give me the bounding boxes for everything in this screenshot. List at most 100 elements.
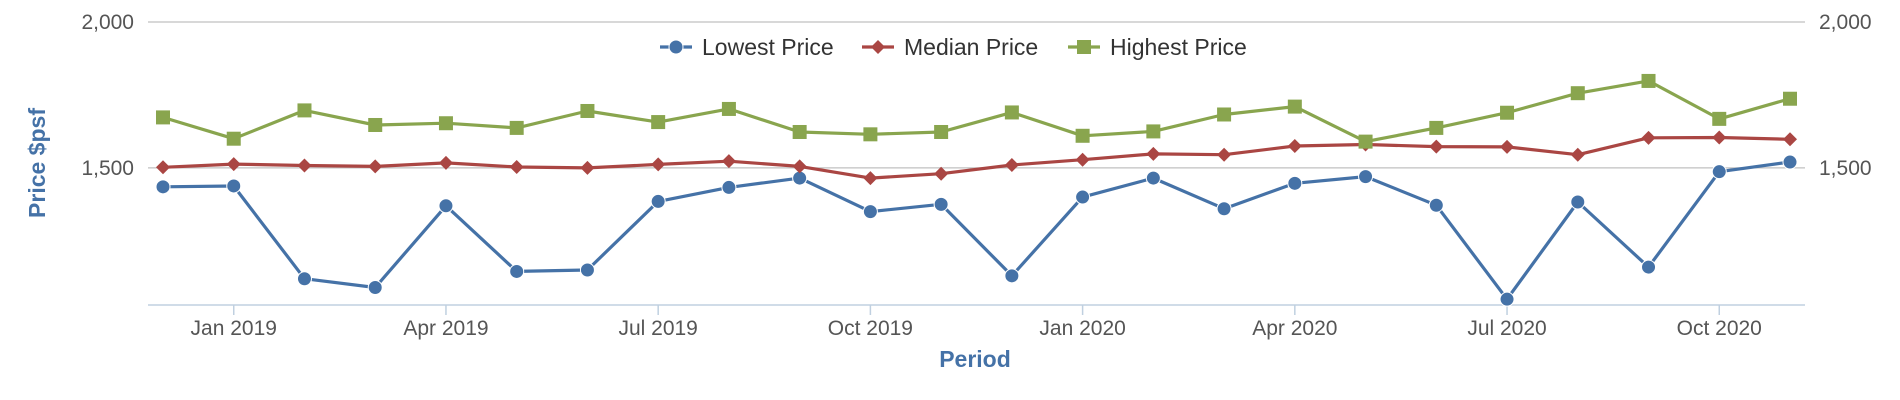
x-tick-label: Oct 2020 bbox=[1677, 317, 1762, 340]
data-point[interactable] bbox=[792, 159, 807, 174]
data-point[interactable] bbox=[651, 115, 666, 130]
data-point[interactable] bbox=[156, 160, 170, 175]
data-point[interactable] bbox=[792, 124, 807, 139]
data-point[interactable] bbox=[1217, 147, 1232, 162]
data-point[interactable] bbox=[1358, 134, 1373, 149]
data-point[interactable] bbox=[721, 179, 737, 195]
data-point[interactable] bbox=[155, 179, 171, 195]
data-point[interactable] bbox=[1782, 154, 1798, 170]
data-point[interactable] bbox=[1075, 189, 1091, 205]
data-point[interactable] bbox=[1500, 105, 1515, 120]
series-lines bbox=[155, 73, 1798, 307]
data-point[interactable] bbox=[933, 196, 949, 212]
data-point[interactable] bbox=[509, 120, 524, 135]
data-point[interactable] bbox=[651, 157, 666, 172]
y-axis-title: Price $psf bbox=[24, 108, 50, 218]
data-point[interactable] bbox=[1287, 175, 1303, 191]
data-point[interactable] bbox=[367, 279, 383, 295]
legend-label: Median Price bbox=[904, 34, 1038, 60]
data-point[interactable] bbox=[721, 154, 736, 169]
data-point[interactable] bbox=[1499, 291, 1515, 307]
data-point[interactable] bbox=[509, 263, 525, 279]
series-median-price bbox=[156, 130, 1797, 186]
data-point[interactable] bbox=[1004, 157, 1019, 172]
data-point[interactable] bbox=[1641, 259, 1657, 275]
data-point[interactable] bbox=[296, 271, 312, 287]
data-point[interactable] bbox=[1075, 128, 1090, 143]
data-point[interactable] bbox=[1641, 73, 1656, 88]
series-line bbox=[161, 160, 1792, 301]
data-point[interactable] bbox=[297, 158, 312, 173]
legend-item-lowest-price[interactable]: Lowest Price bbox=[660, 34, 834, 60]
legend-item-median-price[interactable]: Median Price bbox=[862, 34, 1038, 60]
data-point[interactable] bbox=[297, 103, 312, 118]
data-point[interactable] bbox=[721, 101, 736, 116]
data-point[interactable] bbox=[226, 131, 241, 146]
data-point[interactable] bbox=[1358, 169, 1374, 185]
data-point[interactable] bbox=[438, 116, 453, 131]
legend-marker[interactable] bbox=[871, 40, 885, 54]
data-point[interactable] bbox=[1783, 91, 1797, 106]
y-tick-label-right: 1,500 bbox=[1819, 157, 1872, 180]
data-point[interactable] bbox=[650, 193, 666, 209]
data-point[interactable] bbox=[156, 110, 170, 125]
data-point[interactable] bbox=[1570, 194, 1586, 210]
data-point[interactable] bbox=[1146, 124, 1161, 139]
data-point[interactable] bbox=[580, 103, 595, 118]
data-point[interactable] bbox=[1429, 120, 1444, 135]
x-tick-label: Apr 2020 bbox=[1252, 317, 1337, 340]
data-point[interactable] bbox=[1217, 107, 1232, 122]
x-tick-label: Oct 2019 bbox=[828, 317, 913, 340]
data-point[interactable] bbox=[1783, 132, 1797, 147]
data-point[interactable] bbox=[862, 204, 878, 220]
data-point[interactable] bbox=[934, 124, 949, 139]
data-point[interactable] bbox=[1570, 86, 1585, 101]
legend-label: Lowest Price bbox=[702, 34, 834, 60]
data-point[interactable] bbox=[1641, 130, 1656, 145]
series-line bbox=[161, 79, 1792, 144]
x-axis-title: Period bbox=[939, 346, 1011, 372]
series-highest-price bbox=[156, 73, 1797, 149]
x-tick-label: Jul 2019 bbox=[618, 317, 697, 340]
data-point[interactable] bbox=[1570, 147, 1585, 162]
data-point[interactable] bbox=[226, 178, 242, 194]
data-point[interactable] bbox=[580, 160, 595, 175]
data-point[interactable] bbox=[863, 171, 878, 186]
data-point[interactable] bbox=[1711, 164, 1727, 180]
data-point[interactable] bbox=[368, 117, 383, 132]
data-point[interactable] bbox=[1004, 268, 1020, 284]
data-point[interactable] bbox=[934, 166, 949, 181]
y-tick-label-left: 1,500 bbox=[81, 157, 134, 180]
legend-label: Highest Price bbox=[1110, 34, 1247, 60]
data-point[interactable] bbox=[1500, 139, 1515, 154]
data-point[interactable] bbox=[226, 157, 241, 172]
data-point[interactable] bbox=[1428, 197, 1444, 213]
data-point[interactable] bbox=[438, 198, 454, 214]
data-point[interactable] bbox=[1216, 201, 1232, 217]
data-point[interactable] bbox=[1287, 99, 1302, 114]
data-point[interactable] bbox=[1145, 170, 1161, 186]
data-point[interactable] bbox=[1075, 152, 1090, 167]
data-point[interactable] bbox=[1712, 130, 1727, 145]
series-lowest-price bbox=[155, 154, 1798, 307]
y-tick-label-left: 2,000 bbox=[81, 11, 134, 34]
legend-marker[interactable] bbox=[1077, 40, 1091, 54]
axes: 1,500 1,500 2,000 2,000 Jan 2019 Apr 2019 Jul … bbox=[81, 11, 1871, 340]
x-tick-label: Jul 2020 bbox=[1467, 317, 1546, 340]
y-tick-label-right: 2,000 bbox=[1819, 11, 1872, 34]
data-point[interactable] bbox=[1004, 105, 1019, 120]
data-point[interactable] bbox=[509, 160, 524, 175]
data-point[interactable] bbox=[1146, 146, 1161, 161]
data-point[interactable] bbox=[863, 127, 878, 142]
data-point[interactable] bbox=[579, 262, 595, 278]
data-point[interactable] bbox=[1712, 111, 1727, 126]
legend-item-highest-price[interactable]: Highest Price bbox=[1068, 34, 1247, 60]
data-point[interactable] bbox=[368, 159, 383, 174]
legend-marker[interactable] bbox=[668, 39, 684, 55]
data-point[interactable] bbox=[438, 155, 453, 170]
legend[interactable]: Lowest Price Median Price Highest Price bbox=[660, 34, 1247, 60]
data-point[interactable] bbox=[1287, 138, 1302, 153]
data-point[interactable] bbox=[1429, 139, 1444, 154]
